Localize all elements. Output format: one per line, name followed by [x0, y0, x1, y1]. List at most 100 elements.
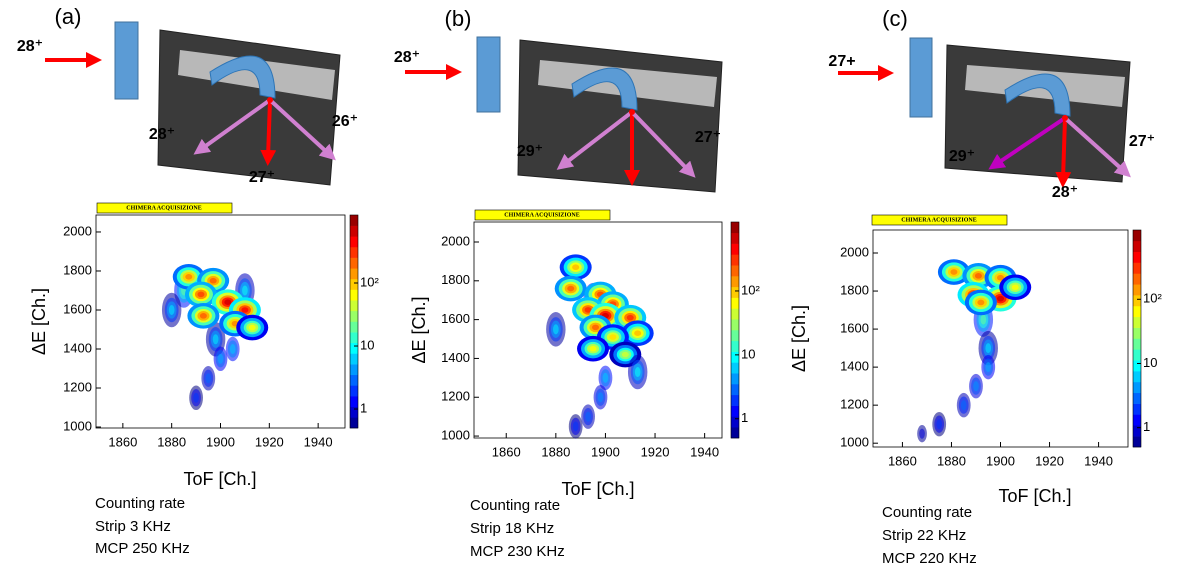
- x-tick-label: 1920: [255, 434, 284, 449]
- cluster: [224, 299, 232, 305]
- fragment-arrow: [630, 110, 696, 178]
- colorbar-step: [350, 215, 358, 226]
- cluster: [980, 314, 987, 325]
- z-tick-label: 10²: [741, 282, 760, 297]
- x-axis-label: ToF [Ch.]: [183, 469, 256, 489]
- cluster: [950, 269, 958, 275]
- y-tick-label: 1400: [441, 350, 470, 365]
- colorbar-step: [1133, 381, 1141, 394]
- cluster: [185, 274, 193, 280]
- colorbar-step: [731, 276, 739, 288]
- colorbar-step: [1133, 230, 1141, 242]
- cluster: [197, 291, 205, 298]
- header-box: [871, 214, 1008, 226]
- z-tick-label: 10²: [1143, 291, 1162, 306]
- origin: [267, 97, 273, 103]
- colorbar-frame: [349, 214, 359, 429]
- colorbar-step: [731, 405, 739, 417]
- colorbar-step: [350, 257, 358, 269]
- colorbar-step: [1133, 338, 1141, 350]
- header-box: [474, 209, 611, 221]
- cluster: [985, 362, 992, 373]
- fragment-charge: 28⁺: [149, 126, 175, 143]
- colorbar-frame: [1132, 229, 1142, 448]
- fragment-charge: 26⁺: [332, 113, 358, 130]
- origin: [629, 109, 635, 115]
- colorbar-step: [350, 385, 358, 397]
- colorbar-step: [350, 332, 358, 344]
- beam-charge: 28⁺: [394, 49, 420, 66]
- y-tick-label: 1000: [63, 418, 92, 433]
- colorbar-step: [1133, 240, 1141, 252]
- colorbar-step: [731, 232, 739, 244]
- header-box: [96, 202, 233, 214]
- heatmap: CHIMERA ACQUISIZIONE 1860 1880 1900 1920 1940…: [789, 214, 1162, 506]
- cluster: [597, 392, 604, 403]
- colorbar-step: [1133, 273, 1141, 285]
- counting-rate: Counting rate: [95, 495, 185, 512]
- x-tick-label: 1880: [541, 444, 570, 459]
- colorbar-step: [1133, 414, 1141, 426]
- cluster: [193, 392, 199, 403]
- cluster: [212, 334, 219, 345]
- detector-arc: [571, 67, 638, 111]
- colorbar-step: [731, 384, 739, 396]
- cluster: [209, 277, 217, 284]
- colorbar-step: [1133, 436, 1141, 448]
- colorbar-frame: [730, 221, 740, 439]
- fragment-arrow: [260, 99, 277, 166]
- colorbar-step: [1133, 284, 1141, 296]
- counting-rate: Strip 22 KHz: [882, 527, 966, 544]
- origin: [1062, 115, 1068, 121]
- header: CHIMERA ACQUISIZIONE: [126, 205, 202, 211]
- x-tick-label: 1880: [937, 453, 966, 468]
- colorbar-step: [731, 308, 739, 320]
- x-tick-label: 1940: [1084, 453, 1113, 468]
- counting-rate: Counting rate: [470, 497, 560, 514]
- colorbar-step: [350, 300, 358, 312]
- cluster: [602, 372, 609, 383]
- colorbar-step: [731, 297, 739, 309]
- cluster: [567, 285, 575, 292]
- cluster: [572, 264, 580, 271]
- z-tick-label: 10: [1143, 355, 1157, 370]
- colorbar-step: [1133, 327, 1141, 339]
- cluster: [217, 353, 224, 364]
- y-tick-label: 1200: [63, 379, 92, 394]
- cluster: [241, 307, 249, 313]
- colorbar-step: [731, 373, 739, 385]
- colorbar-step: [731, 330, 739, 342]
- heatmap: CHIMERA ACQUISIZIONE 1860 1880 1900 1920 1940…: [409, 209, 760, 499]
- header: CHIMERA ACQUISIZIONE: [504, 212, 580, 218]
- z-tick-label: 1: [360, 400, 367, 415]
- heatmap: CHIMERA ACQUISIZIONE 1860 1880 1900 1920 1940…: [29, 202, 379, 489]
- colorbar-step: [350, 353, 358, 365]
- cluster: [572, 421, 579, 432]
- fragment-arrow: [556, 110, 634, 170]
- fragment-charge: 28⁺: [1052, 184, 1078, 201]
- colorbar-step: [1133, 360, 1141, 372]
- cluster: [585, 411, 591, 422]
- z-tick-label: 1: [1143, 419, 1150, 434]
- cluster: [634, 330, 642, 337]
- colorbar-step: [1133, 403, 1141, 415]
- colorbar-step: [731, 265, 739, 277]
- cluster: [985, 343, 992, 354]
- fragment-arrow: [193, 98, 272, 155]
- fragment-arrow: [268, 98, 336, 161]
- colorbar-step: [350, 406, 358, 418]
- colorbar-step: [350, 396, 358, 407]
- colorbar-step: [350, 289, 358, 301]
- colorbar-step: [731, 416, 739, 428]
- colorbar-step: [350, 225, 358, 237]
- y-tick-label: 1800: [441, 272, 470, 287]
- fragment-charge: 29⁺: [949, 148, 975, 165]
- colorbar-step: [1133, 262, 1141, 274]
- cluster: [584, 307, 592, 313]
- cluster: [609, 334, 617, 340]
- colorbar-step: [350, 342, 358, 354]
- cluster: [248, 324, 256, 331]
- y-tick-label: 1600: [63, 301, 92, 316]
- y-tick-label: 1200: [441, 389, 470, 404]
